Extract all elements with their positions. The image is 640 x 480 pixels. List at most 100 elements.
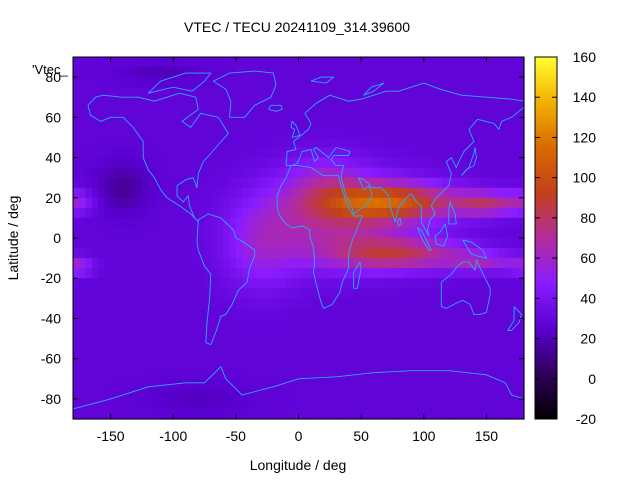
heatmap-cell: [448, 187, 456, 199]
heatmap-cell: [398, 398, 406, 410]
heatmap-cell: [229, 197, 237, 209]
heatmap-cell: [198, 388, 206, 400]
heatmap-cell: [361, 278, 368, 289]
heatmap-cell: [448, 288, 456, 299]
heatmap-cell: [116, 197, 124, 209]
heatmap-cell: [104, 227, 112, 239]
heatmap-cell: [204, 238, 212, 249]
heatmap-cell: [442, 97, 450, 108]
heatmap-cell: [442, 378, 450, 390]
heatmap-cell: [442, 298, 450, 309]
heatmap-cell: [417, 248, 425, 259]
heatmap-cell: [129, 187, 137, 199]
heatmap-cell: [110, 378, 118, 390]
heatmap-cell: [185, 77, 193, 88]
heatmap-cell: [367, 348, 375, 360]
heatmap-cell: [498, 288, 506, 299]
heatmap-cell: [517, 328, 525, 340]
heatmap-cell: [242, 197, 249, 209]
heatmap-cell: [260, 298, 268, 309]
heatmap-cell: [79, 87, 87, 98]
heatmap-cell: [279, 398, 287, 410]
heatmap-cell: [461, 117, 469, 128]
heatmap-cell: [423, 187, 431, 199]
heatmap-cell: [73, 117, 80, 128]
heatmap-cell: [248, 298, 256, 309]
heatmap-cell: [267, 117, 275, 128]
heatmap-cell: [430, 288, 437, 299]
heatmap-cell: [104, 358, 112, 370]
heatmap-cell: [79, 127, 87, 139]
heatmap-cell: [192, 67, 199, 78]
heatmap-cell: [154, 77, 162, 88]
heatmap-cell: [154, 318, 162, 330]
heatmap-cell: [373, 227, 381, 239]
heatmap-cell: [166, 77, 174, 88]
heatmap-cell: [148, 107, 156, 118]
heatmap-cell: [204, 97, 212, 108]
heatmap-cell: [192, 348, 199, 360]
heatmap-cell: [273, 57, 281, 68]
heatmap-cell: [311, 348, 318, 360]
heatmap-cell: [411, 378, 419, 390]
heatmap-cell: [223, 147, 231, 159]
heatmap-cell: [492, 127, 500, 139]
heatmap-cell: [104, 408, 112, 420]
heatmap-cell: [517, 298, 525, 309]
heatmap-cell: [511, 87, 519, 98]
heatmap-cell: [473, 268, 481, 279]
heatmap-cell: [411, 358, 419, 370]
heatmap-cell: [85, 278, 93, 289]
heatmap-cell: [129, 258, 137, 269]
heatmap-cell: [98, 67, 105, 78]
colorbar-tick-label: 60: [580, 250, 596, 266]
heatmap-cell: [298, 248, 306, 259]
heatmap-cell: [461, 147, 469, 159]
heatmap-cell: [417, 127, 425, 139]
coastline-new-zealand: [507, 306, 522, 331]
heatmap-cell: [461, 248, 469, 259]
heatmap-cell: [179, 77, 187, 88]
heatmap-cell: [511, 288, 519, 299]
heatmap-cell: [248, 328, 256, 340]
heatmap-cell: [91, 298, 99, 309]
heatmap-cell: [73, 97, 80, 108]
colorbar-tick-label: -20: [576, 411, 596, 427]
heatmap-cell: [517, 87, 525, 98]
heatmap-cell: [129, 358, 137, 370]
heatmap-cell: [254, 157, 262, 169]
heatmap-cell: [98, 258, 105, 269]
heatmap-cell: [223, 117, 231, 128]
heatmap-cell: [135, 388, 143, 400]
heatmap-cell: [210, 137, 218, 149]
heatmap-cell: [192, 107, 199, 118]
heatmap-cell: [367, 338, 375, 350]
heatmap-cell: [254, 177, 262, 189]
heatmap-cell: [285, 408, 293, 420]
heatmap-cell: [154, 207, 162, 219]
heatmap-cell: [336, 408, 343, 420]
heatmap-cell: [148, 147, 156, 159]
heatmap-cell: [442, 177, 450, 189]
heatmap-cell: [248, 227, 256, 239]
heatmap-cell: [404, 137, 412, 149]
heatmap-cell: [505, 197, 513, 209]
heatmap-cell: [436, 187, 444, 199]
heatmap-cell: [467, 278, 475, 289]
heatmap-cell: [298, 127, 306, 139]
heatmap-cell: [304, 77, 312, 88]
heatmap-cell: [386, 248, 394, 259]
heatmap-cell: [104, 187, 112, 199]
heatmap-cell: [379, 408, 387, 420]
heatmap-cell: [480, 147, 488, 159]
heatmap-cell: [473, 67, 481, 78]
heatmap-cell: [448, 278, 456, 289]
heatmap-cell: [160, 398, 168, 410]
heatmap-cell: [98, 388, 105, 400]
heatmap-cell: [217, 398, 224, 410]
heatmap-cell: [179, 408, 187, 420]
heatmap-cell: [292, 57, 300, 68]
heatmap-cell: [448, 258, 456, 269]
heatmap-cell: [160, 207, 168, 219]
heatmap-cell: [85, 227, 93, 239]
